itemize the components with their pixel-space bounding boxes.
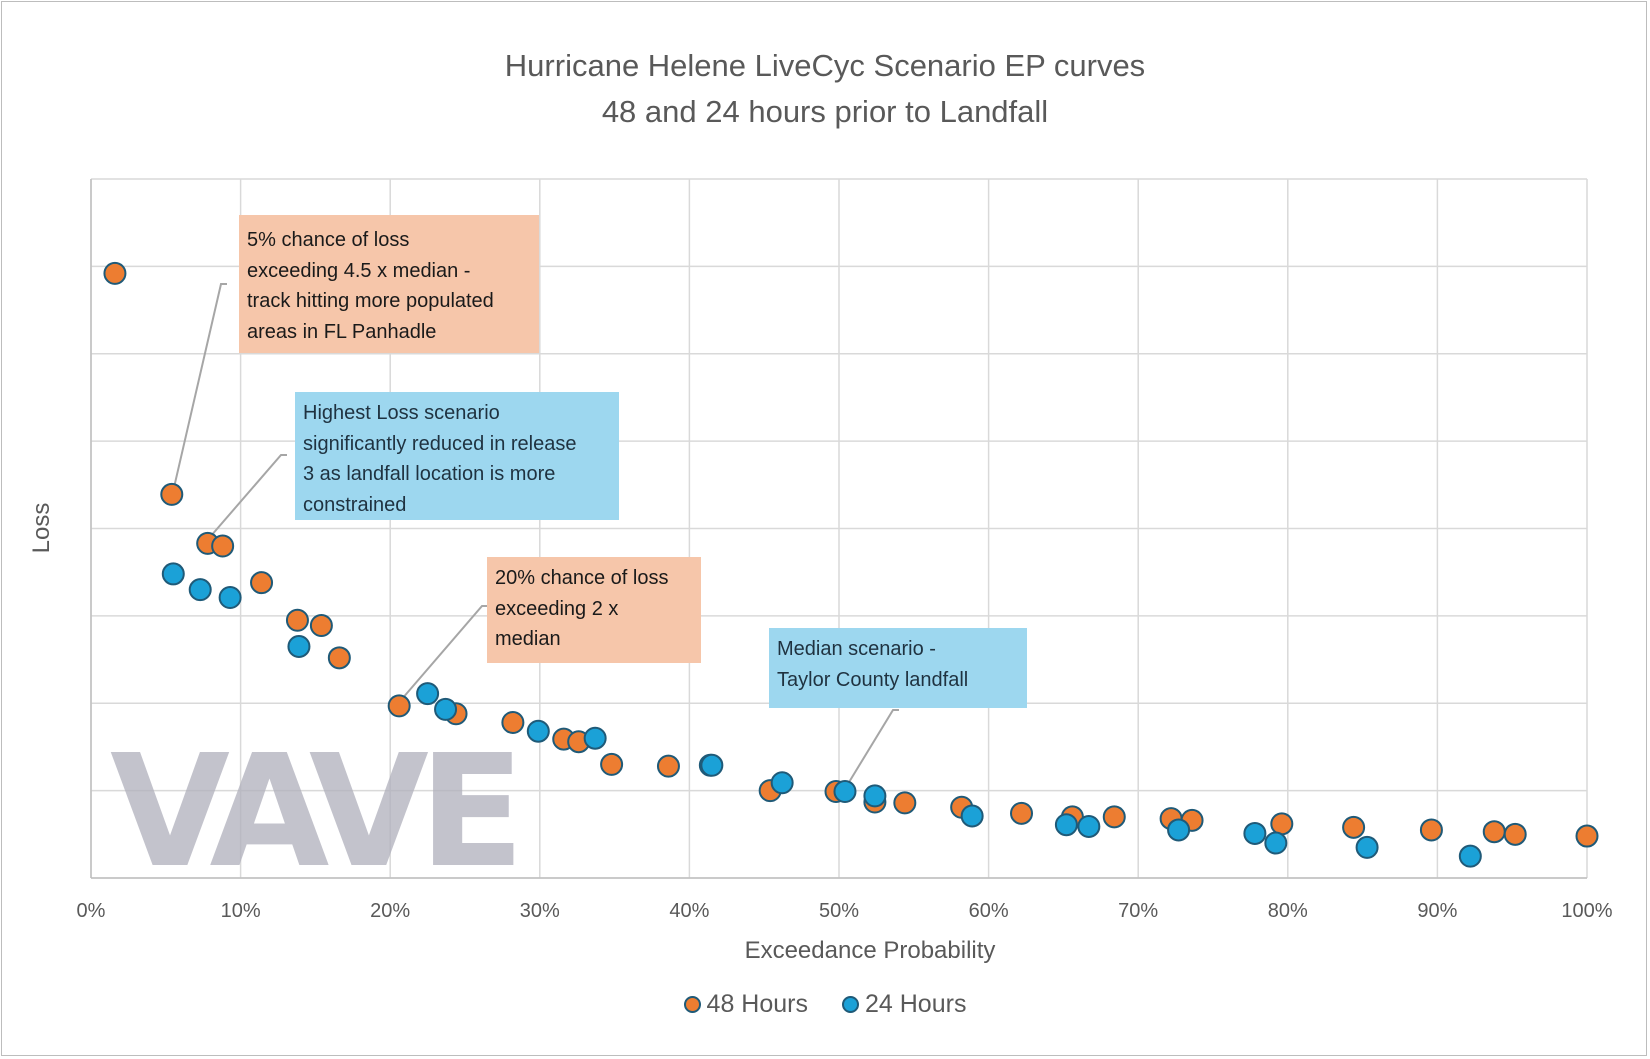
point-48-hours bbox=[1342, 815, 1366, 839]
annotation-highest-loss: Highest Loss scenario significantly redu… bbox=[295, 392, 619, 520]
point-24-hours bbox=[188, 578, 212, 602]
point-48-hours bbox=[656, 754, 680, 778]
point-24-hours bbox=[863, 784, 887, 808]
x-tick-label: 0% bbox=[77, 900, 106, 922]
note-line: constrained bbox=[303, 493, 407, 516]
legend-label-24h: 24 Hours bbox=[865, 990, 967, 1018]
note-line: track hitting more populated bbox=[247, 290, 494, 312]
note-line: 20% chance of loss bbox=[495, 567, 669, 589]
note-line: significantly reduced in release bbox=[303, 432, 577, 455]
point-24-hours bbox=[1355, 835, 1379, 859]
point-24-hours bbox=[770, 771, 794, 795]
point-48-hours bbox=[501, 710, 525, 734]
point-48-hours bbox=[1102, 805, 1126, 829]
point-24-hours bbox=[416, 682, 440, 706]
point-48-hours bbox=[250, 571, 274, 595]
x-tick-label: 40% bbox=[669, 900, 709, 922]
point-24-hours bbox=[1167, 818, 1191, 842]
legend-item-24h[interactable]: 24 Hours bbox=[842, 990, 966, 1019]
point-48-hours bbox=[160, 482, 184, 506]
note-line: areas in FL Panhadle bbox=[247, 320, 437, 343]
note-line: Taylor County landfall bbox=[777, 668, 969, 691]
annotation-leader-line bbox=[208, 454, 287, 539]
point-48-hours bbox=[1419, 818, 1443, 842]
annotation-20pct: 20% chance of loss exceeding 2 x median bbox=[487, 557, 701, 663]
point-24-hours bbox=[833, 779, 857, 803]
annotation-leaders bbox=[172, 283, 899, 787]
annotation-leader-line bbox=[400, 605, 488, 701]
point-48-hours bbox=[1270, 812, 1294, 836]
note-line: 3 as landfall location is more bbox=[303, 463, 556, 485]
point-48-hours bbox=[309, 613, 333, 637]
point-48-hours bbox=[600, 752, 624, 776]
point-48-hours bbox=[211, 534, 235, 558]
point-48-hours bbox=[387, 694, 411, 718]
note-line: Highest Loss scenario bbox=[303, 402, 500, 424]
point-48-hours bbox=[285, 608, 309, 632]
x-axis-title: Exceedance Probability bbox=[745, 937, 996, 964]
watermark-logo: VAVE bbox=[110, 721, 515, 902]
point-24-hours bbox=[1458, 844, 1482, 868]
legend-item-48h[interactable]: 48 Hours bbox=[683, 990, 808, 1019]
legend-label-48h: 48 Hours bbox=[706, 990, 808, 1018]
x-tick-label: 100% bbox=[1561, 900, 1612, 922]
point-48-hours bbox=[103, 261, 127, 285]
x-tick-label: 10% bbox=[221, 900, 261, 922]
note-line: exceeding 4.5 x median - bbox=[247, 259, 471, 282]
point-48-hours bbox=[893, 791, 917, 815]
point-24-hours bbox=[1264, 831, 1288, 855]
x-tick-label: 30% bbox=[520, 900, 560, 922]
x-tick-label: 50% bbox=[819, 900, 859, 922]
point-24-hours bbox=[700, 753, 724, 777]
y-axis-title: Loss bbox=[28, 503, 55, 554]
annotation-median: Median scenario - Taylor County landfall bbox=[769, 628, 1027, 708]
point-48-hours bbox=[1503, 822, 1527, 846]
note-line: median bbox=[495, 628, 561, 650]
point-24-hours bbox=[287, 634, 311, 658]
point-24-hours bbox=[218, 586, 242, 610]
note-line: 5% chance of loss bbox=[247, 229, 410, 251]
point-24-hours bbox=[161, 562, 185, 586]
x-tick-label: 80% bbox=[1268, 900, 1308, 922]
x-tick-label: 90% bbox=[1417, 900, 1457, 922]
x-tick-label: 70% bbox=[1118, 900, 1158, 922]
x-tick-label: 20% bbox=[370, 900, 410, 922]
chart-subtitle: 48 and 24 hours prior to Landfall bbox=[601, 94, 1049, 129]
point-24-hours bbox=[1077, 814, 1101, 838]
legend-marker-24h bbox=[842, 996, 859, 1013]
data-points bbox=[103, 261, 1599, 868]
point-24-hours bbox=[583, 726, 607, 750]
annotation-5pct: 5% chance of loss exceeding 4.5 x median… bbox=[239, 215, 539, 353]
point-24-hours bbox=[1243, 821, 1267, 845]
legend: 48 Hours 24 Hours bbox=[0, 990, 1650, 1019]
point-48-hours bbox=[1575, 824, 1599, 848]
annotation-leader-line bbox=[172, 283, 227, 489]
point-24-hours bbox=[434, 697, 458, 721]
x-tick-labels: 0% 10% 20% 30% 40% 50% 60% 70% 80% 90% 100% bbox=[77, 900, 1613, 922]
point-24-hours bbox=[526, 719, 550, 743]
note-line: exceeding 2 x bbox=[495, 597, 619, 620]
point-24-hours bbox=[960, 804, 984, 828]
point-24-hours bbox=[1054, 813, 1078, 837]
note-line: Median scenario - bbox=[777, 638, 936, 660]
x-tick-label: 60% bbox=[969, 900, 1009, 922]
chart-title: Hurricane Helene LiveCyc Scenario EP cur… bbox=[504, 48, 1146, 83]
point-48-hours bbox=[327, 646, 351, 670]
point-48-hours bbox=[1010, 801, 1034, 825]
point-48-hours bbox=[1482, 820, 1506, 844]
legend-marker-48h bbox=[683, 996, 701, 1013]
annotation-leader-line bbox=[846, 709, 899, 787]
